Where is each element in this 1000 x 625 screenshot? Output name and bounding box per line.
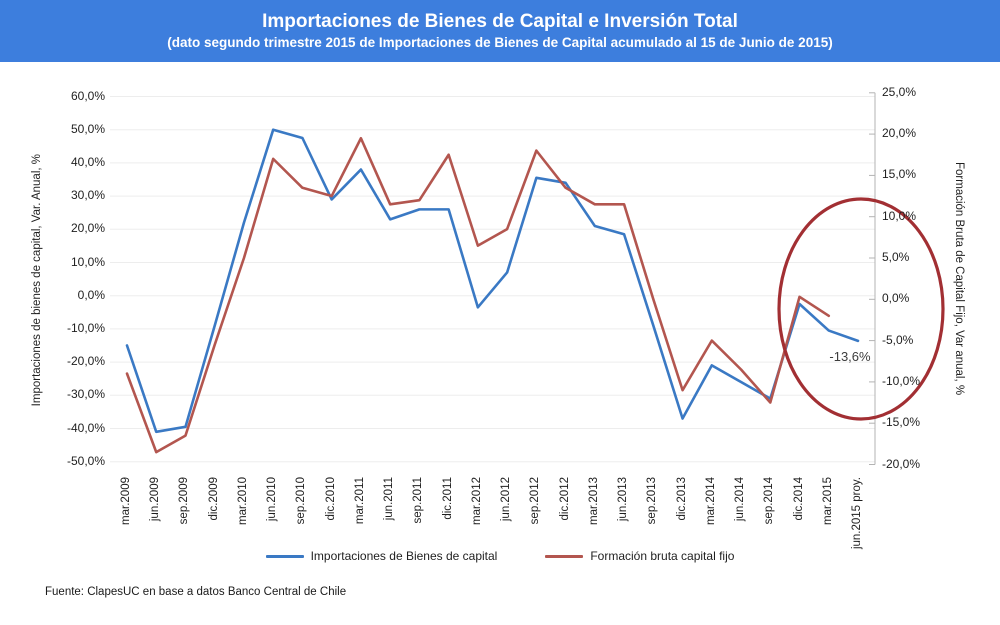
right-axis-tick-label: 25,0% <box>882 84 917 99</box>
left-axis-tick-label: 20,0% <box>70 221 105 236</box>
left-axis-tick-label: -20,0% <box>66 354 105 369</box>
left-axis-tick-label: 40,0% <box>70 154 105 169</box>
x-axis-tick-label: sep.2013 <box>646 477 659 525</box>
x-axis-tick-label: sep.2010 <box>295 477 308 525</box>
x-axis-tick-label: mar.2012 <box>470 477 483 525</box>
x-axis-tick-label: dic.2010 <box>324 477 337 521</box>
right-axis-tick-label: 0,0% <box>882 291 910 306</box>
x-axis-tick-label: jun.2012 <box>500 477 513 522</box>
data-point-annotation: -13,6% <box>829 348 871 364</box>
left-axis-tick-label: 0,0% <box>77 287 105 302</box>
right-axis-tick-label: 5,0% <box>882 250 910 264</box>
x-axis-tick-label: dic.2009 <box>207 477 220 521</box>
chart-legend: Importaciones de Bienes de capital Formac… <box>0 546 1000 566</box>
x-axis-tick-label: mar.2013 <box>587 477 600 525</box>
left-axis-tick-label: 10,0% <box>70 254 105 269</box>
x-axis-tick-label: sep.2009 <box>178 477 191 525</box>
left-axis-tick-label: 30,0% <box>70 188 105 203</box>
legend-line-swatch <box>545 554 584 558</box>
x-axis-tick-label: mar.2011 <box>353 477 366 525</box>
x-axis-tick-label: dic.2011 <box>441 477 454 520</box>
right-axis-tick-label: -5,0% <box>882 332 914 347</box>
chart-subtitle: (dato segundo trimestre 2015 de Importac… <box>167 35 833 50</box>
x-axis-tick-label: dic.2013 <box>675 477 688 521</box>
chart-title: Importaciones de Bienes de Capital e Inv… <box>262 11 738 32</box>
header-bar: Importaciones de Bienes de Capital e Inv… <box>0 0 1000 62</box>
series-line-1 <box>125 136 831 454</box>
x-axis-tick-label: jun.2015 proy. <box>851 477 863 550</box>
right-axis-tick-label: 15,0% <box>882 167 917 182</box>
x-axis-tick-label: jun.2009 <box>149 477 162 522</box>
left-axis-tick-label: -10,0% <box>66 320 105 335</box>
source-note: Fuente: ClapesUC en base a datos Banco C… <box>45 586 347 598</box>
legend-item-1: Formación bruta capital fijo <box>545 549 734 563</box>
highlight-ellipse <box>777 197 945 421</box>
left-axis-tick-label: -50,0% <box>66 453 105 468</box>
right-axis-tick-label: -10,0% <box>882 373 921 388</box>
right-axis-tick-label: -20,0% <box>882 456 921 471</box>
x-axis-tick-label: dic.2014 <box>792 477 805 521</box>
legend-label: Formación bruta capital fijo <box>590 549 735 563</box>
right-axis-tick-label: 20,0% <box>882 126 917 141</box>
x-axis-tick-label: sep.2011 <box>412 477 425 524</box>
x-axis-tick-label: dic.2012 <box>558 477 571 521</box>
x-axis-tick-label: jun.2013 <box>617 477 630 522</box>
left-axis-tick-label: -30,0% <box>66 387 105 402</box>
left-axis-tick-label: 60,0% <box>70 88 105 103</box>
x-axis-tick-label: sep.2012 <box>529 477 542 525</box>
left-axis-tick-label: -40,0% <box>66 420 105 435</box>
legend-label: Importaciones de Bienes de capital <box>310 549 498 563</box>
x-axis-tick-label: jun.2014 <box>734 477 747 522</box>
right-axis-tick-label: 10,0% <box>882 208 917 223</box>
x-axis-tick-label: mar.2015 <box>821 477 834 525</box>
left-axis-title: Importaciones de bienes de capital, Var.… <box>28 96 46 464</box>
right-axis-title: Formación Bruta de Capital Fijo, Var anu… <box>950 92 968 466</box>
x-axis-tick-label: mar.2014 <box>704 477 717 525</box>
x-axis-tick-label: jun.2011 <box>383 477 396 521</box>
x-axis-tick-label: sep.2014 <box>763 477 776 525</box>
left-axis-tick-label: 50,0% <box>70 121 105 136</box>
legend-item-0: Importaciones de Bienes de capital <box>265 549 498 563</box>
x-axis-tick-label: mar.2010 <box>236 477 249 525</box>
x-axis-tick-label: jun.2010 <box>266 477 279 522</box>
right-axis-title-text: Formación Bruta de Capital Fijo, Var anu… <box>953 162 965 396</box>
legend-line-swatch <box>265 554 304 558</box>
right-axis-tick-label: -15,0% <box>882 415 921 430</box>
series-line-0 <box>125 128 860 434</box>
x-axis-tick-label: mar.2009 <box>120 477 132 525</box>
